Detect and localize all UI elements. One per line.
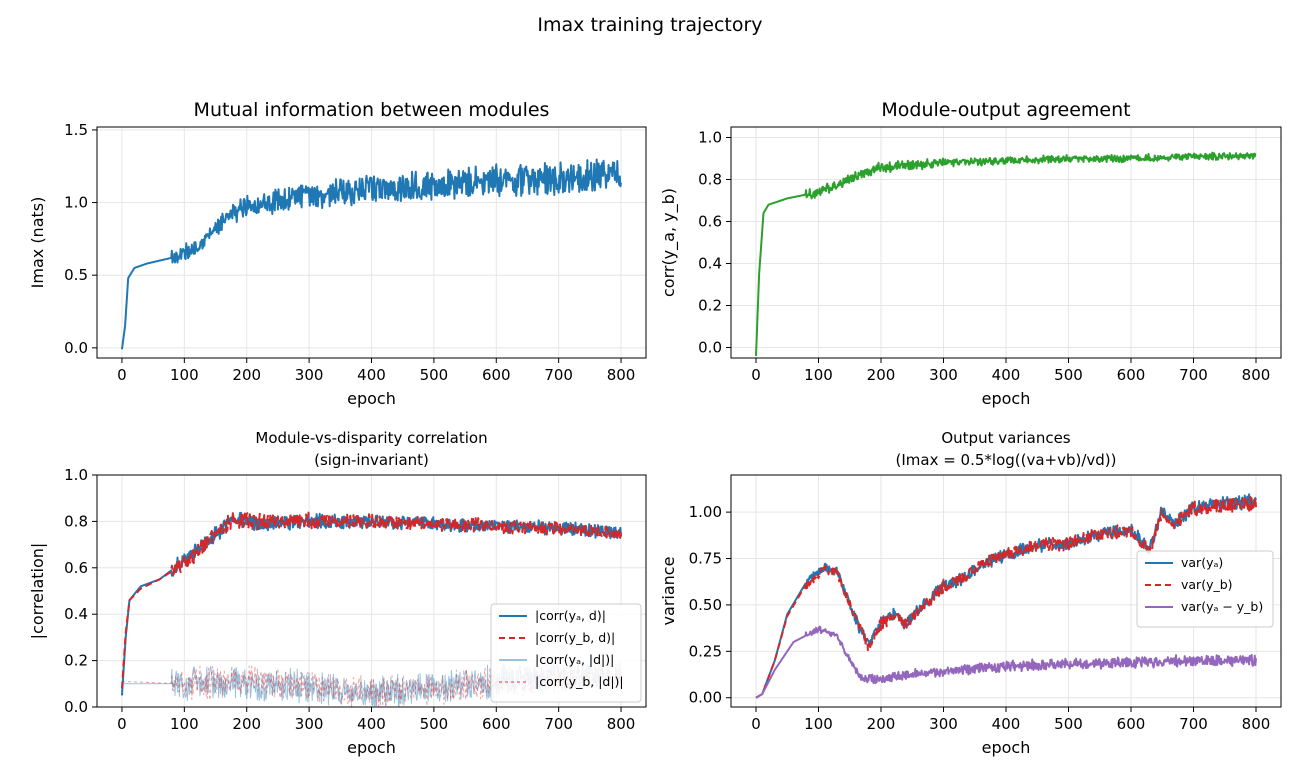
x-tick-label: 700 <box>544 366 573 384</box>
y-tick-label: 0.0 <box>64 698 88 716</box>
x-tick-label: 300 <box>295 715 324 733</box>
x-tick-label: 100 <box>804 715 833 733</box>
subplot-title: (Imax = 0.5*log((va+vb)/vd)) <box>895 451 1116 469</box>
series-line-3 <box>755 625 1257 699</box>
subplot-title: (sign-invariant) <box>314 451 429 469</box>
y-tick-label: 0.0 <box>64 339 88 357</box>
x-tick-label: 300 <box>929 715 958 733</box>
x-tick-label: 700 <box>544 715 573 733</box>
y-axis-label: corr(y_a, y_b) <box>659 188 679 297</box>
y-tick-label: 0.6 <box>698 213 722 231</box>
x-tick-label: 800 <box>607 715 636 733</box>
legend-entry-label: var(yₐ) <box>1181 555 1223 570</box>
x-tick-label: 400 <box>992 715 1021 733</box>
y-tick-label: 1.0 <box>64 466 88 484</box>
y-tick-label: 0.4 <box>698 255 722 273</box>
y-tick-label: 0.25 <box>689 642 722 660</box>
series-group <box>120 158 623 350</box>
legend-entry-label: |corr(yₐ, d)| <box>535 608 606 623</box>
series-line-4 <box>121 657 622 707</box>
x-tick-label: 0 <box>117 715 127 733</box>
y-axis-label: variance <box>659 557 678 626</box>
x-tick-label: 300 <box>929 366 958 384</box>
legend-box <box>490 603 642 703</box>
subplot-1: 0 100 200 300 400 500 600 700 800 0.0 0.5 1.0 1.5 epo… <box>28 99 647 408</box>
series-line-1 <box>755 151 1257 356</box>
legend-entry-label: var(y_b) <box>1181 577 1233 592</box>
series-group <box>755 493 1257 699</box>
subplot-title: Module-vs-disparity correlation <box>255 429 487 447</box>
x-tick-label: 600 <box>1117 366 1146 384</box>
series-line-2 <box>755 496 1257 699</box>
x-axis-label: epoch <box>982 738 1031 757</box>
subplot-4: 0 100 200 300 400 500 600 700 800 0.00 0.25 0.50 0.7… <box>659 429 1282 757</box>
x-tick-label: 500 <box>420 715 449 733</box>
x-tick-label: 300 <box>295 366 324 384</box>
x-axis-label: epoch <box>347 738 396 757</box>
y-tick-label: 0.8 <box>698 171 722 189</box>
x-tick-label: 0 <box>751 715 761 733</box>
subplot-title: Output variances <box>941 429 1070 447</box>
subplot-3: 0 100 200 300 400 500 600 700 800 0.0 0.2 0.4 0.6 0.8… <box>28 429 647 757</box>
y-tick-label: 0.5 <box>64 266 88 284</box>
subplot-title: Mutual information between modules <box>194 99 550 121</box>
x-tick-label: 100 <box>170 366 199 384</box>
y-tick-label: 1.0 <box>64 194 88 212</box>
legend-entry-label: |corr(yₐ, |d|)| <box>535 652 614 667</box>
y-axis-label: Imax (nats) <box>28 197 47 289</box>
y-tick-label: 0.6 <box>64 559 88 577</box>
x-tick-label: 800 <box>1242 366 1271 384</box>
panels: 0 100 200 300 400 500 600 700 800 0.0 0.5 1.0 1.5 epo… <box>28 99 1282 757</box>
y-tick-label: 0.00 <box>689 689 722 707</box>
y-tick-label: 0.8 <box>64 512 88 530</box>
y-tick-label: 0.2 <box>64 652 88 670</box>
x-axis-label: epoch <box>982 389 1031 408</box>
x-tick-label: 600 <box>1117 715 1146 733</box>
figure-suptitle: Imax training trajectory <box>537 14 762 36</box>
legend: var(yₐ) var(y_b) var(yₐ − y_b) <box>1136 550 1274 628</box>
x-tick-label: 200 <box>232 715 261 733</box>
y-tick-label: 0.50 <box>689 596 722 614</box>
x-tick-label: 700 <box>1179 715 1208 733</box>
y-tick-label: 1.00 <box>689 503 722 521</box>
subplot-title: Module-output agreement <box>881 99 1130 121</box>
legend-entry-label: |corr(y_b, d)| <box>535 630 615 645</box>
x-axis-label: epoch <box>347 389 396 408</box>
y-tick-label: 1.5 <box>64 121 88 139</box>
x-tick-label: 200 <box>232 366 261 384</box>
series-line-2 <box>120 510 623 689</box>
x-tick-label: 600 <box>482 366 511 384</box>
x-tick-label: 800 <box>1242 715 1271 733</box>
subplot-2: 0 100 200 300 400 500 600 700 800 0.0 0.2 0.4 0.6 0.8… <box>659 99 1282 408</box>
x-tick-label: 400 <box>357 715 386 733</box>
y-tick-label: 0.4 <box>64 605 88 623</box>
x-tick-label: 500 <box>1054 366 1083 384</box>
x-tick-label: 100 <box>170 715 199 733</box>
x-tick-label: 400 <box>357 366 386 384</box>
y-tick-label: 0.75 <box>689 550 722 568</box>
y-axis-label: |correlation| <box>28 543 47 640</box>
y-tick-label: 0.2 <box>698 297 722 315</box>
x-tick-label: 200 <box>867 366 896 384</box>
x-tick-label: 100 <box>804 366 833 384</box>
x-tick-label: 500 <box>1054 715 1083 733</box>
x-tick-label: 200 <box>867 715 896 733</box>
series-line-1 <box>120 158 623 350</box>
x-tick-label: 700 <box>1179 366 1208 384</box>
x-tick-label: 0 <box>751 366 761 384</box>
legend-entry-label: var(yₐ − y_b) <box>1181 599 1263 614</box>
x-tick-label: 0 <box>117 366 127 384</box>
x-tick-label: 800 <box>607 366 636 384</box>
y-tick-label: 0.0 <box>698 339 722 357</box>
x-tick-label: 600 <box>482 715 511 733</box>
series-group <box>755 151 1257 356</box>
y-tick-label: 1.0 <box>698 129 722 147</box>
x-tick-label: 500 <box>420 366 449 384</box>
x-tick-label: 400 <box>992 366 1021 384</box>
legend: |corr(yₐ, d)| |corr(y_b, d)| |corr(yₐ, |d|… <box>490 603 642 703</box>
legend-entry-label: |corr(y_b, |d|)| <box>535 674 624 689</box>
